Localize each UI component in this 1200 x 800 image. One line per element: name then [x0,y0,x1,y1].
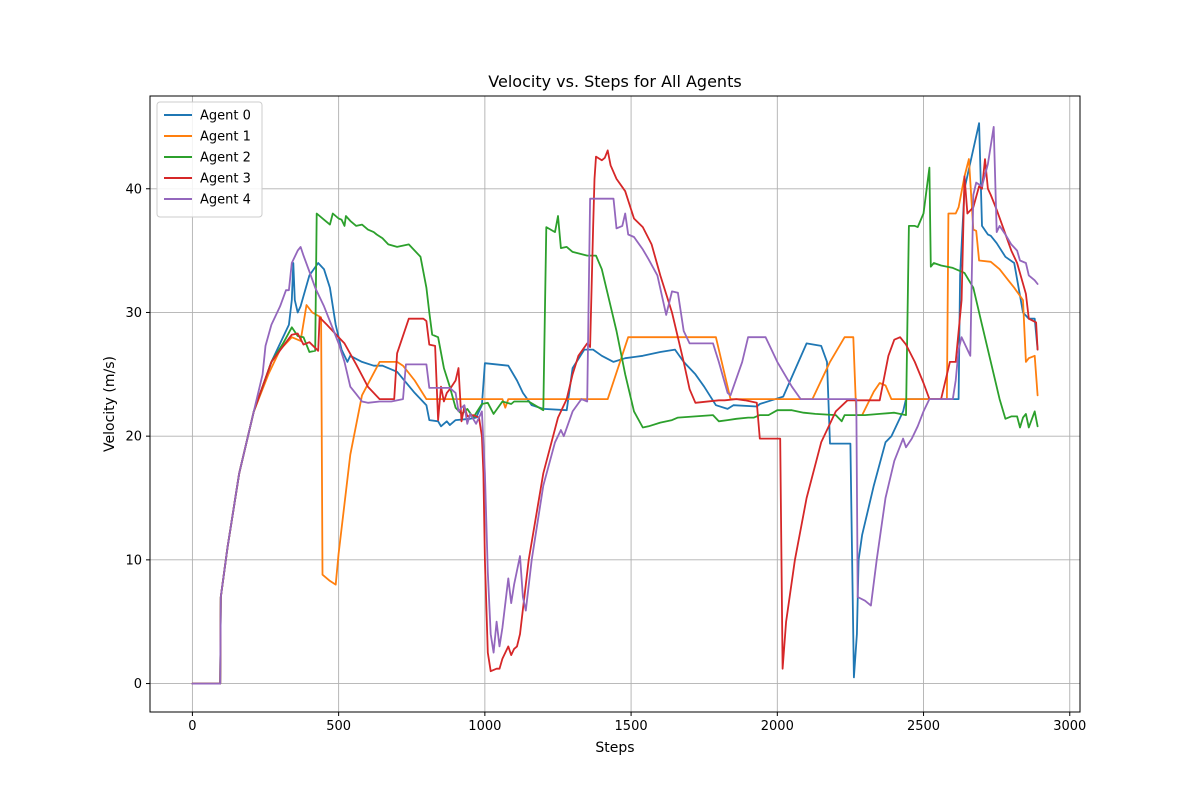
x-tick-label: 2500 [907,719,940,734]
y-tick-label: 40 [125,182,142,197]
legend-label: Agent 3 [200,172,251,187]
legend-label: Agent 1 [200,130,251,145]
x-tick-label: 3000 [1053,719,1086,734]
plot-area-frame [149,95,1081,713]
x-tick-label: 2000 [761,719,794,734]
x-tick-label: 1000 [468,719,501,734]
legend: Agent 0 Agent 1 Agent 2 Agent 3 Agent 4 [156,101,263,218]
legend-label: Agent 4 [200,193,251,208]
y-axis-label: Velocity (m/s) [102,356,118,452]
ticks: 0 500 1000 1500 2000 2500 3000 0 10 20 30 40 [125,182,1086,734]
series-line-agent-4 [191,126,1039,685]
y-tick-label: 10 [125,553,142,568]
chart-title: Velocity vs. Steps for All Agents [488,72,741,91]
y-tick-label: 20 [125,430,142,445]
x-tick-label: 1500 [615,719,648,734]
series-line-agent-1 [191,158,1039,685]
x-axis-label: Steps [595,740,634,756]
y-tick-label: 30 [125,306,142,321]
legend-box [156,101,263,218]
y-tick-label: 0 [134,677,142,692]
legend-label: Agent 2 [200,151,251,166]
legend-label: Agent 0 [200,109,251,124]
x-tick-label: 0 [188,719,196,734]
series-layer [191,122,1039,685]
series-line-agent-2 [191,166,1039,685]
x-tick-label: 500 [326,719,351,734]
